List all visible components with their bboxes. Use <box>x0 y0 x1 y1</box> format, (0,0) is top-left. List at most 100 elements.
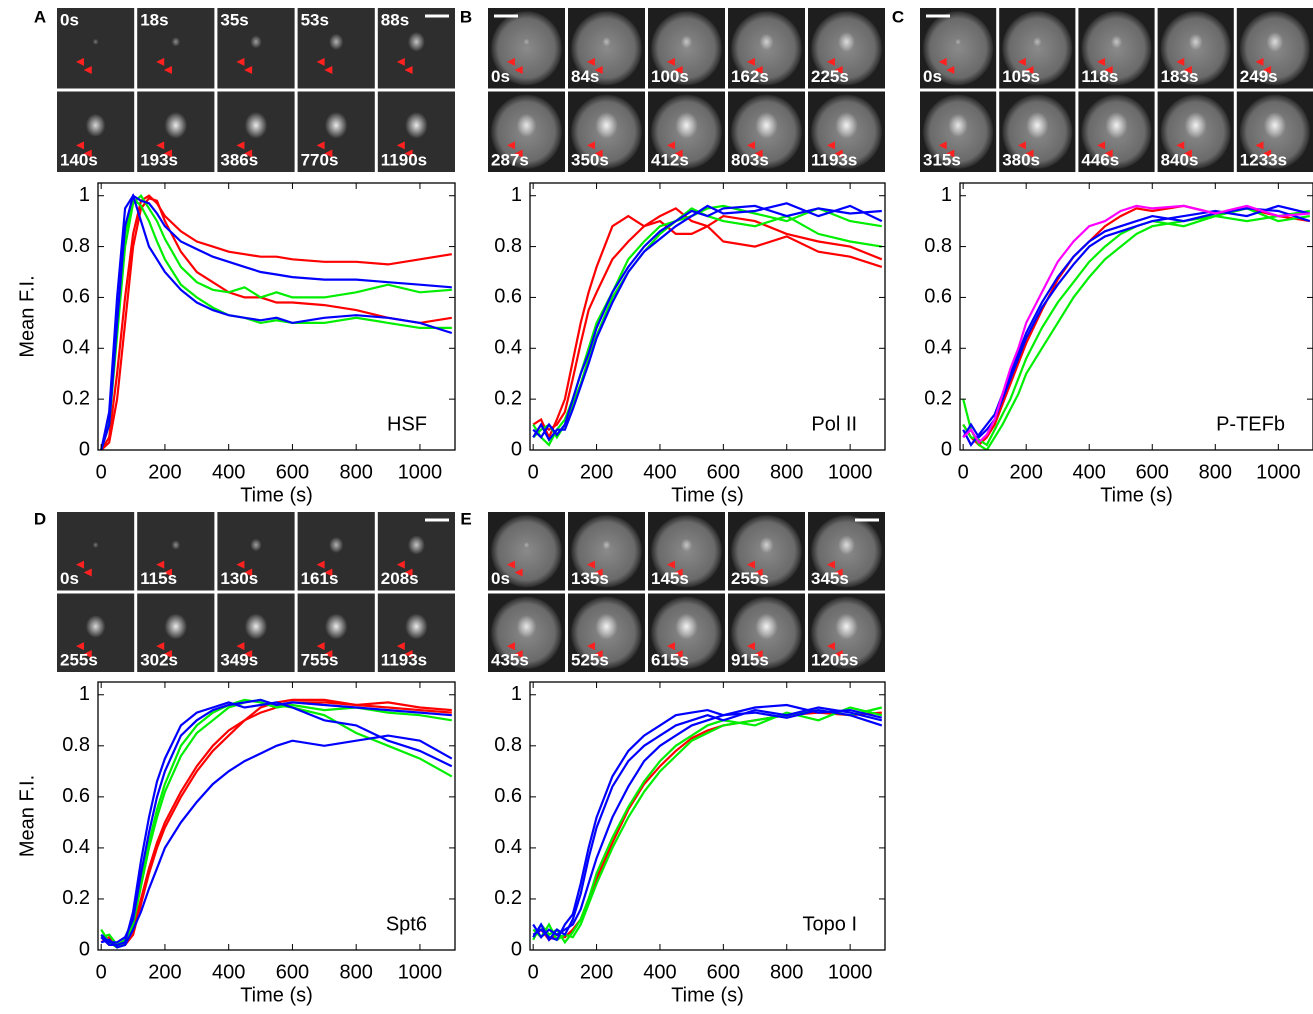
panel-letter: A <box>34 7 46 26</box>
puff-signal <box>85 615 106 638</box>
puff-signal <box>516 113 537 137</box>
y-tick-label: 0.8 <box>62 734 90 756</box>
puff-signal <box>755 613 778 640</box>
plot-area <box>532 703 883 945</box>
panel-letter: D <box>34 509 46 528</box>
panel-letter: C <box>892 7 904 26</box>
x-tick-label: 800 <box>770 461 803 483</box>
puff-signal <box>85 113 106 137</box>
plot-area <box>532 202 883 447</box>
x-tick-label: 400 <box>212 961 245 983</box>
arrowhead <box>236 560 253 577</box>
arrowhead <box>156 57 172 74</box>
puff-signal <box>595 613 618 640</box>
x-tick-label: 1000 <box>828 961 873 983</box>
arrowhead <box>76 57 92 74</box>
data-line <box>532 207 883 438</box>
puff-signal <box>595 112 618 139</box>
data-line <box>532 708 883 939</box>
arrowhead <box>586 560 603 577</box>
arrowhead <box>746 642 763 659</box>
puff-signal <box>92 541 99 549</box>
time-label: 255s <box>731 569 769 588</box>
arrowhead <box>826 141 843 158</box>
y-tick-label: 1 <box>79 184 90 206</box>
time-label: 0s <box>60 10 79 29</box>
y-tick-label: 0.6 <box>62 286 90 308</box>
arrowhead <box>1176 141 1192 158</box>
time-label: 1205s <box>811 650 858 669</box>
series-annotation: HSF <box>387 413 427 435</box>
x-tick-label: 0 <box>96 461 107 483</box>
arrowhead <box>396 642 413 659</box>
y-tick-label: 0 <box>79 938 90 960</box>
puff-signal <box>838 31 855 52</box>
y-tick-label: 1 <box>941 184 952 206</box>
time-label: 380s <box>1002 150 1040 169</box>
time-label: 1193s <box>811 150 857 169</box>
data-line <box>100 193 453 450</box>
x-tick-label: 600 <box>1136 461 1169 483</box>
cell-nucleus <box>1002 11 1073 86</box>
arrowhead <box>316 560 333 577</box>
arrowhead <box>746 141 763 158</box>
puff-signal <box>171 540 181 550</box>
y-axis-label: Mean F.I. <box>16 775 38 857</box>
arrowhead <box>586 642 603 659</box>
puff-signal <box>955 38 962 45</box>
puff-signal <box>244 112 268 139</box>
image-tile <box>57 8 135 89</box>
series-annotation: Pol II <box>811 413 857 435</box>
time-label: 88s <box>381 10 409 29</box>
x-tick-label: 800 <box>1199 461 1232 483</box>
arrowhead <box>506 560 523 577</box>
x-tick-label: 600 <box>276 461 309 483</box>
time-label: 446s <box>1081 150 1119 169</box>
x-tick-label: 1000 <box>1256 461 1301 483</box>
time-label: 0s <box>491 569 510 588</box>
arrowhead <box>76 642 92 659</box>
puff-signal <box>1026 112 1049 139</box>
x-tick-label: 0 <box>96 961 107 983</box>
cell-nucleus <box>491 515 562 588</box>
x-tick-label: 400 <box>1073 461 1106 483</box>
y-tick-label: 0.6 <box>494 785 522 807</box>
time-label: 0s <box>491 67 510 86</box>
plot-frame <box>97 681 456 951</box>
data-line <box>100 197 452 450</box>
time-label: 287s <box>491 150 529 169</box>
plot-area <box>962 204 1311 450</box>
y-tick-label: 0.4 <box>924 337 952 359</box>
y-tick-label: 0.8 <box>494 235 522 257</box>
panel-letter: B <box>460 7 472 26</box>
y-tick-label: 0.8 <box>62 235 90 257</box>
time-label: 412s <box>651 150 689 169</box>
y-tick-label: 0.6 <box>924 286 952 308</box>
puff-signal <box>838 535 855 555</box>
time-label: 35s <box>220 10 248 29</box>
arrowhead <box>236 57 253 74</box>
x-axis-label: Time (s) <box>1100 484 1173 506</box>
x-tick-label: 400 <box>643 961 676 983</box>
x-tick-label: 1000 <box>398 961 443 983</box>
y-tick-label: 0.4 <box>62 337 90 359</box>
puff-signal <box>1188 33 1203 51</box>
arrowhead <box>396 57 413 74</box>
time-label: 225s <box>811 67 849 86</box>
puff-signal <box>523 541 530 549</box>
time-label: 162s <box>731 67 769 86</box>
image-tile <box>137 8 215 89</box>
arrowhead <box>1255 57 1272 74</box>
arrowhead <box>666 57 683 74</box>
puff-signal <box>250 538 262 552</box>
data-line <box>962 207 1310 447</box>
time-label: 255s <box>60 650 98 669</box>
arrowhead <box>746 560 763 577</box>
arrowhead <box>938 141 955 158</box>
time-label: 118s <box>1081 67 1118 86</box>
time-label: 1190s <box>381 150 427 169</box>
puff-signal <box>602 36 611 47</box>
puff-signal <box>164 613 188 640</box>
data-line <box>532 703 883 942</box>
plot-frame <box>529 182 886 451</box>
